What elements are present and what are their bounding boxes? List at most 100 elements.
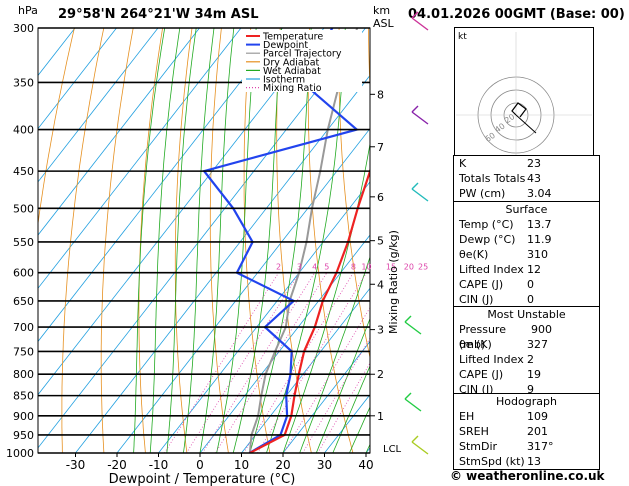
temp-tick-label: 10: [234, 458, 249, 472]
pressure-tick-label: 900: [13, 410, 34, 423]
temp-tick-label: 40: [358, 458, 373, 472]
most-unstable-row: CIN (J) 9: [454, 382, 599, 397]
isotherm-line: [38, 28, 242, 289]
surface-value: 12: [527, 263, 541, 276]
credit: © weatheronline.co.uk: [450, 469, 605, 483]
wet-adiabat-line: [349, 405, 370, 453]
temp-tick-label: -10: [149, 458, 169, 472]
lcl-label: LCL: [383, 444, 402, 455]
index-row-k: K 23: [454, 156, 599, 171]
hodograph-trace: [511, 102, 527, 118]
pw-value: 3.04: [527, 187, 552, 200]
totals-totals-value: 43: [527, 172, 541, 185]
wind-barb: [411, 182, 429, 202]
surface-label: Dewp (°C): [459, 233, 516, 246]
surface-value: 310: [527, 248, 548, 261]
mixing-ratio-label: 2: [276, 263, 281, 272]
mixing-ratio-line: [202, 272, 316, 453]
pressure-tick-label: 350: [13, 76, 34, 89]
km-tick-label: 6: [377, 191, 384, 204]
legend-label: Parcel Trajectory: [263, 49, 342, 60]
hodograph-value: 201: [527, 425, 548, 438]
surface-value: 13.7: [527, 218, 552, 231]
pressure-tick-label: 450: [13, 165, 34, 178]
wind-barb: [411, 11, 429, 31]
most-unstable-value: 9: [527, 383, 534, 396]
hodograph-row: EH 109: [454, 409, 599, 424]
legend-label: Temperature: [262, 32, 323, 43]
mixing-ratio-line: [243, 272, 354, 453]
temp-tick-label: 0: [196, 458, 204, 472]
hodograph-label: StmSpd (kt): [459, 455, 525, 468]
surface-label: θe(K): [459, 248, 489, 261]
hodograph-value: 317°: [527, 440, 554, 453]
dry-adiabat-line: [61, 28, 105, 453]
most-unstable-title: Most Unstable: [487, 308, 566, 321]
surface-label: Temp (°C): [459, 218, 514, 231]
surface-row: Dewp (°C) 11.9: [454, 232, 599, 247]
most-unstable-row: θe (K) 327: [454, 337, 599, 352]
chart-datetime: 04.01.2026 00GMT (Base: 00): [408, 7, 625, 22]
mixing-ratio-label: 20: [404, 263, 414, 272]
temp-tick-label: 30: [317, 458, 332, 472]
km-tick-label: 2: [377, 368, 384, 381]
most-unstable-row: Lifted Index 2: [454, 352, 599, 367]
wet-adiabat-line: [133, 28, 166, 453]
legend-label: Dewpoint: [263, 40, 308, 51]
index-row-totals: Totals Totals 43: [454, 171, 599, 186]
most-unstable-label: CAPE (J): [459, 368, 504, 381]
pressure-tick-label: 1000: [6, 447, 34, 460]
hodograph-label: StmDir: [459, 440, 498, 453]
storm-motion-vector: [515, 114, 537, 134]
k-index-value: 23: [527, 157, 541, 170]
surface-label: CAPE (J): [459, 278, 504, 291]
pressure-tick-label: 850: [13, 390, 34, 403]
most-unstable-value: 19: [527, 368, 541, 381]
mixing-ratio-label: 10: [361, 263, 371, 272]
dry-adiabat-line: [604, 28, 629, 453]
isotherm-line: [38, 28, 366, 449]
isotherm-line: [158, 181, 370, 453]
legend-label: Isotherm: [263, 75, 305, 86]
isotherm-line: [199, 234, 370, 453]
pressure-tick-label: 300: [13, 22, 34, 35]
mixing-ratio-label: 5: [324, 263, 329, 272]
hodograph-value: 13: [527, 455, 541, 468]
mixing-ratio-label: 25: [418, 263, 428, 272]
km-tick-label: 1: [377, 410, 384, 423]
wind-barb: [411, 435, 429, 455]
legend-label: Dry Adiabat: [263, 57, 320, 68]
wet-adiabat-line: [332, 364, 370, 453]
pressure-tick-label: 700: [13, 321, 34, 334]
hodograph-label: SREH: [459, 425, 489, 438]
isotherm-line: [282, 340, 370, 453]
chart-title: 29°58'N 264°21'W 34m ASL: [58, 7, 259, 22]
surface-panel: Surface Temp (°C) 13.7 Dewp (°C) 11.9 θe(K) 3…: [453, 201, 600, 308]
isotherm-line: [38, 28, 200, 236]
km-tick-label: 4: [377, 278, 384, 291]
mixing-ratio-line: [186, 272, 300, 453]
surface-value: 0: [527, 293, 534, 306]
most-unstable-label: θe (K): [459, 338, 492, 351]
isotherm-line: [38, 28, 159, 183]
pressure-tick-label: 750: [13, 345, 34, 358]
km-tick-label: 7: [377, 141, 384, 154]
temp-tick-label: -20: [107, 458, 127, 472]
most-unstable-value: 2: [527, 353, 534, 366]
hodograph-unit-label: kt: [458, 32, 467, 42]
most-unstable-row: CAPE (J) 19: [454, 367, 599, 382]
mixing-ratio-axis-label: Mixing Ratio (g/kg): [387, 230, 400, 334]
hodograph-row: SREH 201: [454, 424, 599, 439]
pressure-tick-label: 600: [13, 267, 34, 280]
dry-adiabat-line: [209, 28, 229, 453]
x-axis-label: Dewpoint / Temperature (°C): [109, 472, 296, 486]
indices-panel: K 23 Totals Totals 43 PW (cm) 3.04: [453, 155, 600, 202]
surface-label: Lifted Index: [459, 263, 524, 276]
pressure-tick-label: 650: [13, 295, 34, 308]
km-tick-label: 5: [377, 235, 384, 248]
surface-row: CIN (J) 0: [454, 292, 599, 307]
mixing-ratio-line: [283, 306, 370, 453]
most-unstable-value: 327: [527, 338, 548, 351]
km-tick-label: 8: [377, 88, 384, 101]
